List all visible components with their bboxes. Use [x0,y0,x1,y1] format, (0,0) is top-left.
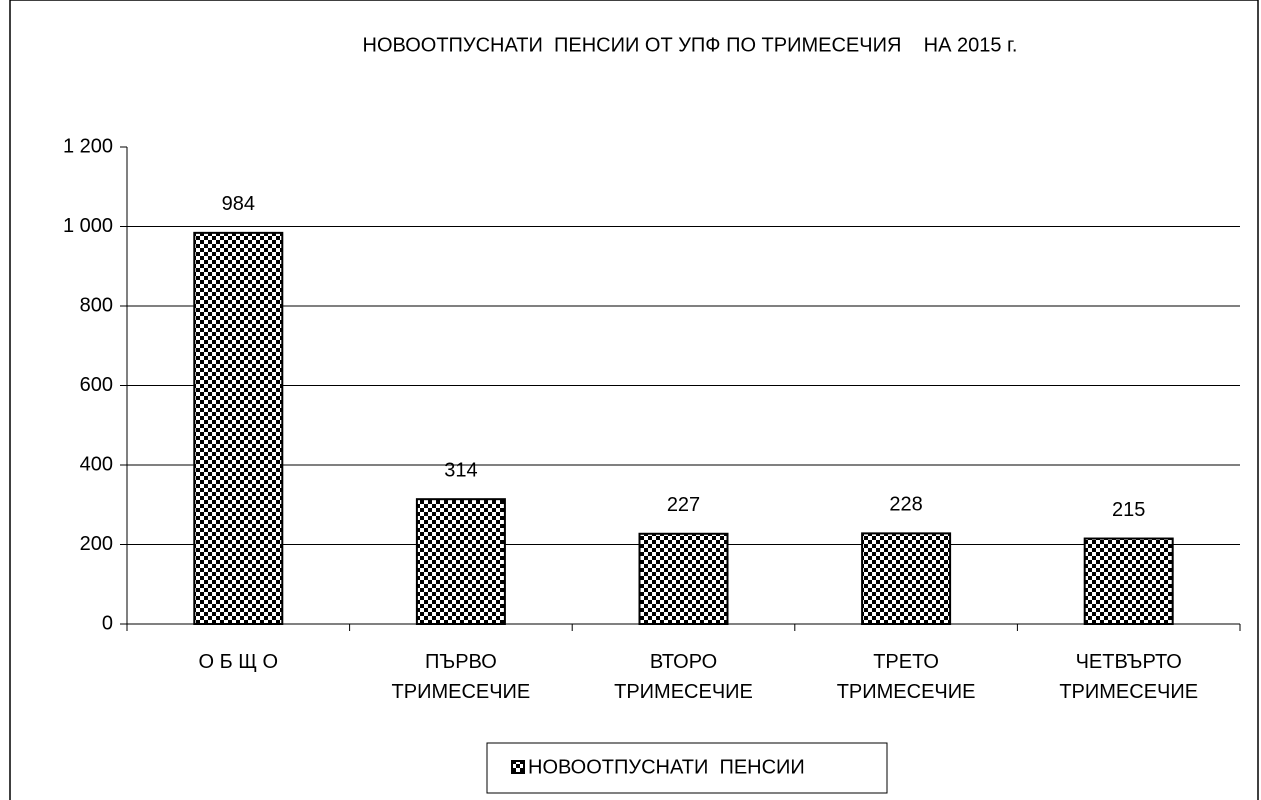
y-tick-label: 1 200 [63,135,113,157]
data-label: 314 [444,459,477,481]
x-tick-label: ЧЕТВЪРТО ТРИМЕСЕЧИЕ [1059,651,1198,703]
legend-box [486,742,888,794]
bar [861,532,952,625]
y-tick-label: 800 [80,294,113,316]
chart-title: НОВООТПУСНАТИ ПЕНСИИ ОТ УПФ ПО ТРИМЕСЕЧИ… [363,34,1018,56]
y-tick-label: 0 [102,612,113,634]
y-tick-label: 600 [80,374,113,396]
legend-label: НОВООТПУСНАТИ ПЕНСИИ [528,756,805,778]
bar [638,532,729,626]
y-tick-label: 1 000 [63,215,113,237]
y-tick-label: 400 [80,453,113,475]
legend-swatch [511,760,525,774]
x-tick-label: ВТОРО ТРИМЕСЕЧИЕ [614,651,753,703]
x-tick-label: О Б Щ О [198,651,278,673]
data-label: 215 [1112,499,1145,521]
bar [1083,537,1174,625]
x-tick-label: ПЪРВО ТРИМЕСЕЧИЕ [392,651,531,703]
y-tick-label: 200 [80,533,113,555]
bar [415,498,506,625]
data-label: 984 [222,193,255,215]
data-label: 228 [889,494,922,516]
bar [193,231,284,626]
data-label: 227 [667,494,700,516]
x-tick-label: ТРЕТО ТРИМЕСЕЧИЕ [837,651,976,703]
